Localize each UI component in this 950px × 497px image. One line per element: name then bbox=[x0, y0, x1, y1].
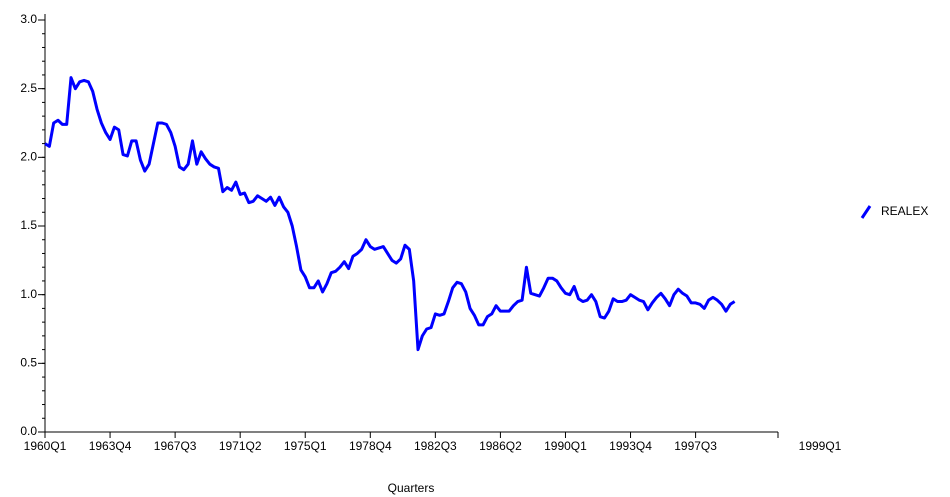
series-line bbox=[44, 76, 736, 352]
y-tick-label: 0.0 bbox=[20, 424, 37, 438]
y-tick-label: 1.0 bbox=[20, 287, 37, 301]
x-tick-label: 1990Q1 bbox=[544, 439, 587, 453]
x-end-label: 1999Q1 bbox=[799, 439, 842, 453]
x-tick-label: 1997Q3 bbox=[674, 439, 717, 453]
y-tick-label: 2.5 bbox=[20, 81, 37, 95]
x-tick-label: 1967Q3 bbox=[154, 439, 197, 453]
x-tick-label: 1982Q3 bbox=[414, 439, 457, 453]
x-tick-label: 1960Q1 bbox=[24, 439, 67, 453]
y-tick-label: 3.0 bbox=[20, 12, 37, 26]
x-tick-label: 1975Q1 bbox=[284, 439, 327, 453]
x-tick-label: 1971Q2 bbox=[219, 439, 262, 453]
x-tick-label: 1963Q4 bbox=[89, 439, 132, 453]
x-tick-label: 1986Q2 bbox=[479, 439, 522, 453]
y-tick-label: 0.5 bbox=[20, 356, 37, 370]
y-tick-label: 1.5 bbox=[20, 218, 37, 232]
x-tick-label: 1978Q4 bbox=[349, 439, 392, 453]
x-tick-label: 1993Q4 bbox=[609, 439, 652, 453]
legend-label: REALEX bbox=[881, 204, 928, 218]
legend-swatch bbox=[860, 205, 872, 219]
x-axis-title: Quarters bbox=[388, 481, 435, 495]
y-tick-label: 2.0 bbox=[20, 150, 37, 164]
